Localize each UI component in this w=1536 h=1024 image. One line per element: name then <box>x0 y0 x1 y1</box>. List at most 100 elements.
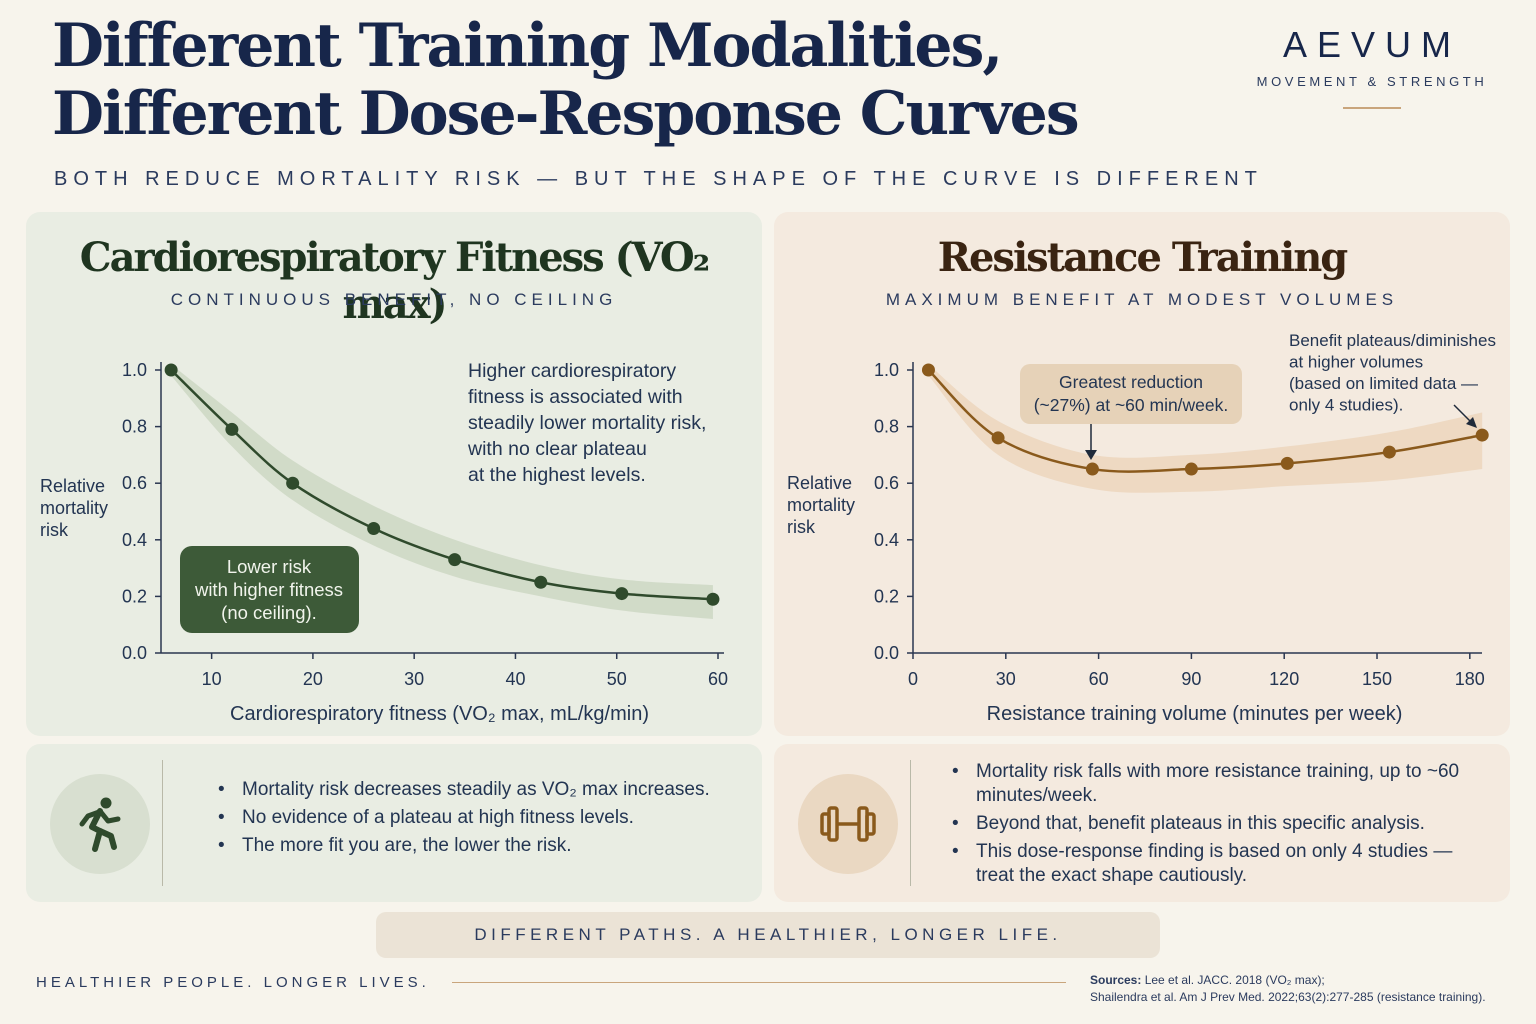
y-tick-label: 1.0 <box>122 360 147 380</box>
page-subtitle: BOTH REDUCE MORTALITY RISK — BUT THE SHA… <box>54 168 1263 190</box>
x-tick-label: 30 <box>404 669 424 689</box>
sources: Sources: Lee et al. JACC. 2018 (VO₂ max)… <box>1090 972 1530 1006</box>
list-item: The more fit you are, the lower the risk… <box>216 834 710 858</box>
x-tick-label: 0 <box>908 669 918 689</box>
data-point <box>921 363 935 377</box>
resistance-panel: Resistance Training MAXIMUM BENEFIT AT M… <box>774 212 1510 736</box>
callout-box <box>1020 364 1242 424</box>
brand-tagline: MOVEMENT & STRENGTH <box>1256 74 1488 89</box>
footer-slogan: HEALTHIER PEOPLE. LONGER LIVES. <box>36 974 430 991</box>
cardio-panel: Cardiorespiratory Fitness (VO₂ max) CONT… <box>26 212 762 736</box>
x-tick-label: 30 <box>996 669 1016 689</box>
runner-icon-badge <box>50 774 150 874</box>
resistance-panel-subtitle: MAXIMUM BENEFIT AT MODEST VOLUMES <box>885 290 1399 309</box>
divider <box>162 760 163 886</box>
resistance-chart: 0.0 0.2 0.4 0.6 0.8 1.0 0 30 60 90 120 150 180 Resist… <box>787 331 1496 725</box>
source-line-2: Shailendra et al. Am J Prev Med. 2022;63… <box>1090 990 1486 1004</box>
cardio-chart: 0.0 0.2 0.4 0.6 0.8 1.0 10 20 30 40 50 60 Cardioresp… <box>40 360 728 725</box>
list-item: No evidence of a plateau at high fitness… <box>216 806 710 830</box>
confidence-band <box>171 364 713 620</box>
cardio-summary: Mortality risk decreases steadily as VO₂… <box>26 744 762 902</box>
data-point <box>991 431 1005 445</box>
x-axis-label: Cardiorespiratory fitness (VO₂ max, mL/k… <box>230 703 649 725</box>
list-item: Mortality risk decreases steadily as VO₂… <box>216 778 710 802</box>
y-tick-label: 0.0 <box>874 643 899 663</box>
footer-divider <box>452 982 1066 983</box>
data-point <box>367 521 381 535</box>
resistance-summary: Mortality risk falls with more resistanc… <box>774 744 1510 902</box>
annotation-arrowhead <box>1466 417 1477 428</box>
y-tick-label: 0.2 <box>874 586 899 606</box>
annotation-line: steadily lower mortality risk, <box>468 412 706 434</box>
resistance-panel-title: Resistance Training <box>937 234 1349 281</box>
data-point <box>534 575 548 589</box>
page-title: Different Training Modalities, Different… <box>52 11 1080 149</box>
x-tick-label: 60 <box>1089 669 1109 689</box>
annotation-line: with no clear plateau <box>467 438 647 460</box>
y-tick-label: 0.8 <box>874 417 899 437</box>
dumbbell-icon <box>820 806 876 842</box>
brand-divider <box>1343 107 1401 109</box>
sources-label: Sources: <box>1090 973 1142 987</box>
x-tick-label: 50 <box>607 669 627 689</box>
annotation-line: Benefit plateaus/diminishes <box>1289 331 1496 350</box>
annotation-line: at the highest levels. <box>468 464 646 486</box>
y-tick-label: 1.0 <box>874 360 899 380</box>
y-tick-label: 0.6 <box>122 473 147 493</box>
annotation-line: (based on limited data — <box>1289 374 1478 393</box>
y-tick-label: 0.2 <box>122 586 147 606</box>
x-tick-label: 180 <box>1455 669 1485 689</box>
brand-logo: AEVUM MOVEMENT & STRENGTH <box>1242 24 1502 109</box>
y-axis-label: mortality <box>787 495 855 515</box>
callout-line: Greatest reduction <box>1059 372 1203 392</box>
callout-line: (~27%) at ~60 min/week. <box>1034 395 1229 415</box>
callout-line: Lower risk <box>227 556 312 577</box>
bottom-banner: DIFFERENT PATHS. A HEALTHIER, LONGER LIF… <box>376 912 1160 958</box>
callout-box <box>180 546 359 633</box>
confidence-band <box>928 364 1483 493</box>
annotation-line: Higher cardiorespiratory <box>468 360 676 382</box>
brand-name: AEVUM <box>1282 24 1462 65</box>
data-point <box>448 553 462 567</box>
x-axis-label: Resistance training volume (minutes per … <box>987 703 1403 725</box>
data-point <box>706 592 720 606</box>
y-tick-label: 0.0 <box>122 643 147 663</box>
series-line <box>170 369 714 601</box>
data-point <box>225 422 239 436</box>
x-tick-label: 20 <box>303 669 323 689</box>
y-tick-label: 0.8 <box>122 417 147 437</box>
x-tick-label: 150 <box>1362 669 1392 689</box>
y-tick-label: 0.4 <box>874 530 899 550</box>
x-tick-label: 90 <box>1181 669 1201 689</box>
data-point <box>164 363 178 377</box>
data-point <box>1475 428 1489 442</box>
list-item: This dose-response finding is based on o… <box>950 840 1470 888</box>
x-tick-label: 120 <box>1269 669 1299 689</box>
data-point <box>1382 445 1396 459</box>
annotation-line: at higher volumes <box>1289 353 1423 372</box>
resistance-bullets: Mortality risk falls with more resistanc… <box>950 760 1470 892</box>
cardio-panel-subtitle: CONTINUOUS BENEFIT, NO CEILING <box>170 290 618 309</box>
y-axis-label: Relative <box>40 476 105 496</box>
x-tick-label: 40 <box>505 669 525 689</box>
source-line-1: Lee et al. JACC. 2018 (VO₂ max); <box>1144 973 1325 987</box>
data-point <box>1280 456 1294 470</box>
callout-line: (no ceiling). <box>221 602 317 623</box>
x-tick-label: 60 <box>708 669 728 689</box>
x-tick-label: 10 <box>202 669 222 689</box>
cardio-panel-title: Cardiorespiratory Fitness (VO₂ max) <box>79 234 710 328</box>
y-axis-label: risk <box>787 517 816 537</box>
runner-icon <box>79 797 121 852</box>
list-item: Beyond that, benefit plateaus in this sp… <box>950 812 1470 836</box>
annotation-line: fitness is associated with <box>468 386 683 408</box>
y-tick-label: 0.6 <box>874 473 899 493</box>
list-item: Mortality risk falls with more resistanc… <box>950 760 1470 808</box>
y-axis-label: Relative <box>787 473 852 493</box>
callout-arrowhead <box>1085 450 1097 460</box>
callout-line: with higher fitness <box>194 579 343 600</box>
annotation-line: only 4 studies). <box>1289 396 1403 415</box>
cardio-bullets: Mortality risk decreases steadily as VO₂… <box>216 778 710 862</box>
y-tick-label: 0.4 <box>122 530 147 550</box>
y-axis-label: risk <box>40 520 69 540</box>
data-point <box>1184 462 1198 476</box>
